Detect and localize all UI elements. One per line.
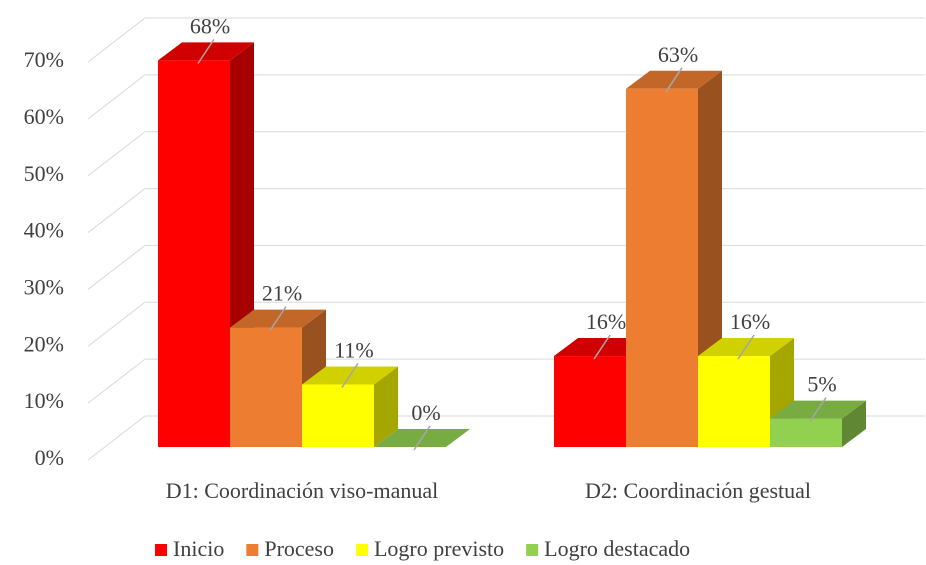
label-leader xyxy=(593,334,611,360)
grid-diagonal xyxy=(87,358,146,404)
y-tick-label: 20% xyxy=(24,331,64,356)
label-leader xyxy=(809,397,827,422)
bar-front xyxy=(554,356,626,447)
grid-diagonal xyxy=(87,17,146,63)
bar xyxy=(302,366,398,447)
legend-label: Inicio xyxy=(173,536,224,561)
bar-front xyxy=(698,356,770,447)
grid-diagonal xyxy=(87,245,146,290)
legend-swatch xyxy=(246,544,259,556)
bar-front xyxy=(770,418,842,447)
data-label: 63% xyxy=(658,42,698,67)
x-tick-label: D2: Coordinación gestual xyxy=(585,478,811,503)
data-label: 21% xyxy=(262,281,302,306)
bar-front xyxy=(158,60,230,447)
y-tick-label: 70% xyxy=(24,47,64,72)
bar xyxy=(698,338,794,447)
legend-label: Proceso xyxy=(264,536,334,561)
y-tick-label: 10% xyxy=(24,388,64,413)
y-tick-label: 30% xyxy=(24,274,64,299)
bar-front xyxy=(302,384,374,447)
label-leader xyxy=(197,38,215,64)
bar-front xyxy=(626,88,698,448)
data-label: 68% xyxy=(190,13,230,38)
grid-diagonal xyxy=(87,415,146,461)
y-tick-label: 50% xyxy=(24,161,64,186)
y-tick-label: 60% xyxy=(24,104,64,129)
legend-swatch xyxy=(155,544,167,556)
legend-label: Logro previsto xyxy=(374,536,504,561)
label-leader xyxy=(737,334,755,360)
x-tick-label: D1: Coordinación viso-manual xyxy=(166,478,439,503)
bar-side xyxy=(842,400,866,447)
bar-front xyxy=(230,327,302,447)
data-label: 11% xyxy=(334,338,374,363)
grid-diagonal xyxy=(87,188,146,233)
label-leader xyxy=(665,67,683,93)
label-leader xyxy=(269,306,287,332)
data-label: 5% xyxy=(807,372,836,397)
grid-diagonal xyxy=(87,74,146,120)
grid-diagonal xyxy=(87,301,146,347)
data-label: 0% xyxy=(411,400,440,425)
legend-label: Logro destacado xyxy=(544,536,690,561)
bar-side xyxy=(374,366,398,447)
data-label: 16% xyxy=(586,309,626,334)
y-tick-label: 40% xyxy=(24,218,64,243)
data-label: 16% xyxy=(730,309,770,334)
label-leader xyxy=(341,363,359,388)
bar xyxy=(770,400,866,447)
grid-diagonal xyxy=(87,131,146,177)
y-tick-label: 0% xyxy=(35,445,64,470)
legend-swatch xyxy=(526,544,539,556)
legend-swatch xyxy=(355,544,368,556)
label-leader xyxy=(413,425,431,451)
